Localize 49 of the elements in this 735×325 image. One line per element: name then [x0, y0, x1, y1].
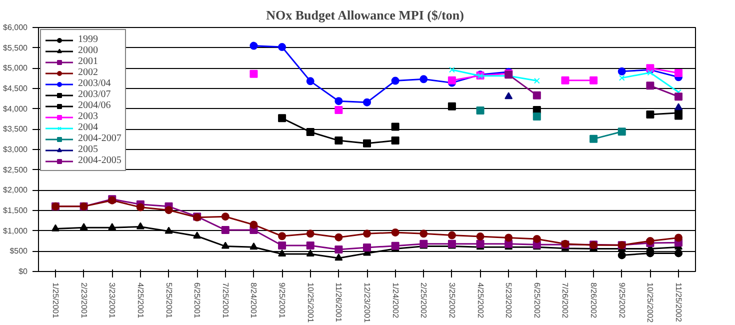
- x-tick-label: 3/23/2001: [108, 282, 117, 319]
- x-tick-label: 6/25/2002: [532, 282, 542, 319]
- x-tick-label: 6/25/2001: [192, 282, 202, 319]
- legend-label: 2003: [78, 111, 98, 122]
- x-tick-label: 10/25/2002: [646, 282, 655, 324]
- legend-label: 2002: [78, 67, 98, 78]
- y-tick-label: $4,500: [3, 84, 28, 93]
- x-tick-label: 9/25/2002: [617, 282, 626, 319]
- legend-label: 2004/06: [78, 100, 111, 111]
- legend-label: 2003/04: [78, 78, 111, 89]
- x-tick-label: 8/24/2001: [249, 282, 258, 319]
- legend-label: 2005: [78, 144, 98, 155]
- x-tick-label: 1/24/2002: [390, 282, 400, 319]
- y-tick-label: $3,500: [3, 124, 28, 134]
- legend-label: 2003/07: [78, 89, 111, 100]
- x-tick-label: 8/26/2002: [589, 282, 598, 319]
- x-tick-label: 11/26/2001: [334, 282, 344, 322]
- y-tick-label: $500: [10, 246, 28, 256]
- x-tick-label: 1/25/2001: [50, 282, 60, 319]
- y-tick-label: $4,000: [3, 104, 28, 114]
- chart-title: NOx Budget Allowance MPI ($/ton): [266, 8, 464, 22]
- x-tick-label: 5/23/2002: [504, 282, 514, 319]
- x-tick-label: 7/25/2001: [220, 282, 230, 319]
- legend-label: 2004-2005: [78, 155, 122, 166]
- legend-label: 2004-2007: [78, 133, 122, 144]
- y-tick-label: $6,000: [3, 23, 28, 32]
- x-tick-label: 9/25/2001: [278, 282, 287, 319]
- y-tick-label: $2,500: [3, 165, 28, 174]
- x-tick-label: 11/25/2002: [674, 282, 684, 322]
- x-tick-label: 2/23/2001: [79, 282, 88, 319]
- y-tick-label: $2,000: [3, 186, 28, 195]
- x-tick-label: 3/25/2002: [447, 282, 456, 319]
- x-tick-label: 5/25/2001: [164, 282, 174, 319]
- x-tick-label: 4/25/2002: [476, 282, 485, 319]
- y-tick-label: $1,500: [3, 206, 28, 215]
- x-tick-label: 2/25/2002: [419, 282, 428, 319]
- x-tick-label: 10/25/2001: [306, 282, 315, 324]
- x-tick-label: 7/26/2002: [560, 282, 570, 319]
- legend-label: 1999: [78, 34, 98, 45]
- legend-label: 2000: [78, 45, 98, 56]
- legend-label: 2004: [78, 122, 98, 133]
- y-tick-label: $0: [18, 267, 28, 276]
- x-tick-label: 4/25/2001: [136, 282, 145, 319]
- legend-label: 2001: [78, 56, 98, 67]
- y-tick-label: $1,000: [3, 226, 28, 236]
- y-tick-label: $5,500: [3, 43, 28, 52]
- x-tick-label: 12/23/2001: [362, 282, 372, 324]
- y-tick-label: $3,000: [3, 145, 28, 154]
- y-tick-label: $5,000: [3, 64, 28, 73]
